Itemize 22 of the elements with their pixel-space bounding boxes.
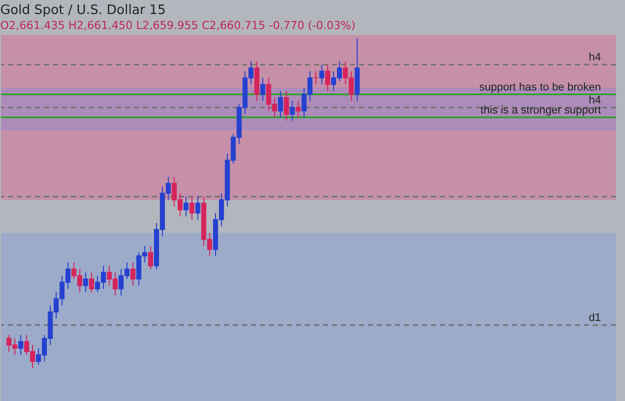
ref-line-label: d1: [588, 312, 601, 324]
candlestick: [18, 334, 24, 356]
candlestick: [130, 262, 136, 286]
candlestick: [325, 64, 330, 92]
ref-line-label: support has to be broken: [479, 81, 601, 94]
candlestick: [184, 196, 189, 217]
candlestick: [278, 90, 283, 118]
candlestick: [189, 196, 194, 220]
ref-line-label: h4: [588, 94, 601, 107]
candlestick: [296, 100, 301, 118]
chart-title: Gold Spot / U.S. Dollar 15: [0, 3, 166, 18]
candlestick: [290, 100, 295, 122]
chart-subtitle: O2,661.435 H2,661.450 L2,659.955 C2,660.715 -0.770 (-0.03%): [0, 19, 356, 32]
candlestick: [89, 272, 94, 293]
candlestick: [148, 246, 154, 270]
candlestick: [319, 64, 324, 85]
candlestick: [83, 272, 88, 293]
candlestick: [284, 90, 289, 122]
candlestick: [195, 196, 200, 220]
ref-line-label: h4: [588, 52, 601, 64]
ref-line-label: this is a stronger support: [480, 104, 601, 116]
candlestick: [260, 77, 266, 102]
